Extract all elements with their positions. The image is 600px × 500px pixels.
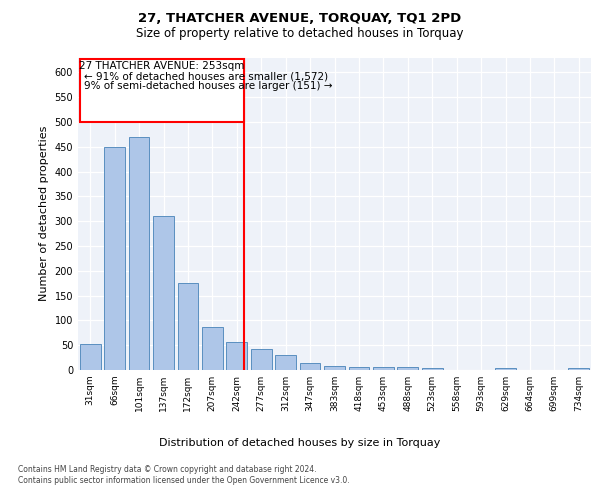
Bar bbox=[422, 368, 443, 370]
Text: Contains HM Land Registry data © Crown copyright and database right 2024.: Contains HM Land Registry data © Crown c… bbox=[18, 465, 317, 474]
Bar bbox=[226, 342, 247, 370]
Text: Distribution of detached houses by size in Torquay: Distribution of detached houses by size … bbox=[160, 438, 440, 448]
Text: Contains public sector information licensed under the Open Government Licence v3: Contains public sector information licen… bbox=[18, 476, 350, 485]
Bar bbox=[80, 344, 101, 370]
Text: 9% of semi-detached houses are larger (151) →: 9% of semi-detached houses are larger (1… bbox=[84, 80, 332, 90]
Bar bbox=[495, 368, 516, 370]
Bar bbox=[299, 362, 320, 370]
Bar bbox=[373, 366, 394, 370]
Y-axis label: Number of detached properties: Number of detached properties bbox=[39, 126, 49, 302]
Bar bbox=[128, 137, 149, 370]
Bar bbox=[104, 147, 125, 370]
Bar bbox=[251, 349, 272, 370]
Bar bbox=[178, 283, 199, 370]
Bar bbox=[324, 366, 345, 370]
Bar bbox=[153, 216, 174, 370]
FancyBboxPatch shape bbox=[80, 60, 244, 122]
Bar bbox=[202, 327, 223, 370]
Bar bbox=[349, 366, 370, 370]
Text: 27, THATCHER AVENUE, TORQUAY, TQ1 2PD: 27, THATCHER AVENUE, TORQUAY, TQ1 2PD bbox=[139, 12, 461, 26]
Text: ← 91% of detached houses are smaller (1,572): ← 91% of detached houses are smaller (1,… bbox=[84, 72, 328, 82]
Bar bbox=[397, 367, 418, 370]
Bar bbox=[568, 368, 589, 370]
Bar bbox=[275, 355, 296, 370]
Text: 27 THATCHER AVENUE: 253sqm: 27 THATCHER AVENUE: 253sqm bbox=[79, 61, 245, 71]
Text: Size of property relative to detached houses in Torquay: Size of property relative to detached ho… bbox=[136, 28, 464, 40]
